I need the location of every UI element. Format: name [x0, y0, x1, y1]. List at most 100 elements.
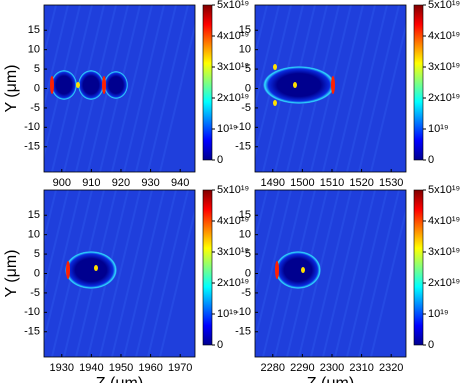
field-texture: [44, 190, 81, 345]
x-tick-label: 2310: [349, 362, 373, 374]
field-texture: [346, 190, 388, 357]
field-texture: [358, 190, 400, 357]
density-cavity: [275, 251, 321, 289]
colorbar-tick-label: 10¹⁹: [217, 123, 238, 135]
field-texture: [44, 190, 69, 295]
field-texture: [255, 5, 268, 60]
density-spike: [275, 261, 279, 279]
y-tick-label: -5: [30, 287, 40, 299]
density-spike: [94, 265, 98, 271]
y-tick-label: 0: [34, 267, 40, 279]
density-spike: [331, 76, 335, 94]
density-spike: [273, 64, 277, 70]
y-tick-label: -10: [235, 306, 251, 318]
x-tick-label: 1500: [290, 177, 314, 189]
colorbar-tick-label: 0: [217, 339, 223, 351]
y-tick-label: 15: [28, 24, 40, 36]
field-texture: [147, 190, 189, 357]
x-tick-label: 1490: [261, 177, 285, 189]
density-cavity: [78, 70, 104, 100]
colorbar-tick-label: 4x10¹⁹: [428, 30, 460, 42]
density-spike: [66, 261, 70, 279]
field-texture: [370, 206, 406, 357]
x-tick-label: 1950: [109, 362, 133, 374]
colorbar-tick-label: 0: [217, 154, 223, 166]
y-tick-label: 10: [239, 229, 251, 241]
colorbar-tick-label: 10¹⁹: [217, 308, 238, 320]
x-axis-label: Z (μm): [96, 375, 143, 383]
y-tick-label: 15: [239, 24, 251, 36]
x-tick-label: 1530: [379, 177, 403, 189]
x-tick-label: 910: [82, 177, 100, 189]
x-tick-label: 900: [53, 177, 71, 189]
x-tick-label: 1960: [138, 362, 162, 374]
colorbar-tick-label: 3x10¹⁹: [428, 61, 460, 73]
y-tick-label: -15: [24, 141, 40, 153]
x-tick-label: 2290: [290, 362, 314, 374]
y-tick-label: -5: [241, 102, 251, 114]
density-cavity: [263, 66, 335, 104]
colorbar: [202, 4, 213, 161]
field-texture: [111, 190, 153, 357]
colorbar-tick-label: 10¹⁹: [428, 308, 449, 320]
y-tick-label: -15: [235, 326, 251, 338]
field-texture: [135, 190, 177, 357]
density-spike: [301, 267, 305, 273]
density-spike: [293, 82, 297, 88]
heatmap: [44, 190, 195, 357]
colorbar-tick-label: 2x10¹⁹: [428, 277, 460, 289]
colorbar-tick-label: 3x10¹⁹: [428, 246, 460, 258]
field-texture: [159, 206, 195, 357]
field-texture: [255, 190, 292, 345]
field-texture: [99, 190, 141, 357]
y-tick-label: -10: [24, 121, 40, 133]
x-tick-label: 2280: [261, 362, 285, 374]
colorbar-tick-label: 2x10¹⁹: [428, 92, 460, 104]
field-texture: [44, 5, 57, 60]
colorbar-tick-label: 0: [428, 339, 434, 351]
field-texture: [334, 5, 376, 172]
x-tick-label: 1520: [349, 177, 373, 189]
colorbar-tick-label: 4x10¹⁹: [428, 215, 460, 227]
field-texture: [310, 190, 352, 357]
field-texture: [123, 190, 165, 357]
colorbar-tick-label: 4x10¹⁹: [217, 30, 249, 42]
colorbar-tick-label: 2x10¹⁹: [217, 277, 249, 289]
colorbar-tick-label: 2x10¹⁹: [217, 92, 249, 104]
heatmap: [255, 5, 406, 172]
x-tick-label: 920: [112, 177, 130, 189]
density-spike: [76, 82, 80, 88]
y-tick-label: 5: [245, 248, 251, 260]
colorbar-tick-label: 10¹⁹: [428, 123, 449, 135]
field-texture: [147, 5, 189, 172]
field-texture: [159, 21, 195, 172]
colorbar: [413, 4, 424, 161]
field-texture: [111, 5, 153, 172]
colorbar-tick-label: 5x10¹⁹: [217, 0, 249, 11]
field-texture: [346, 5, 388, 172]
x-tick-label: 1930: [50, 362, 74, 374]
y-tick-label: -15: [24, 326, 40, 338]
colorbar-tick-label: 3x10¹⁹: [217, 246, 249, 258]
field-texture: [255, 190, 280, 295]
y-tick-label: 5: [34, 248, 40, 260]
y-tick-label: 0: [245, 82, 251, 94]
y-tick-label: 5: [34, 63, 40, 75]
field-texture: [255, 190, 268, 245]
x-tick-label: 1510: [320, 177, 344, 189]
y-tick-label: 10: [28, 44, 40, 56]
y-tick-label: 10: [28, 229, 40, 241]
density-spike: [102, 76, 106, 94]
density-cavity: [65, 251, 117, 289]
density-cavity: [51, 70, 77, 100]
colorbar-tick-label: 5x10¹⁹: [428, 0, 460, 11]
x-tick-label: 2300: [320, 362, 344, 374]
y-tick-label: -15: [235, 141, 251, 153]
field-texture: [322, 5, 364, 172]
field-texture: [334, 190, 376, 357]
field-texture: [135, 5, 177, 172]
y-tick-label: 15: [239, 209, 251, 221]
x-tick-label: 2320: [379, 362, 403, 374]
field-texture: [255, 5, 280, 110]
